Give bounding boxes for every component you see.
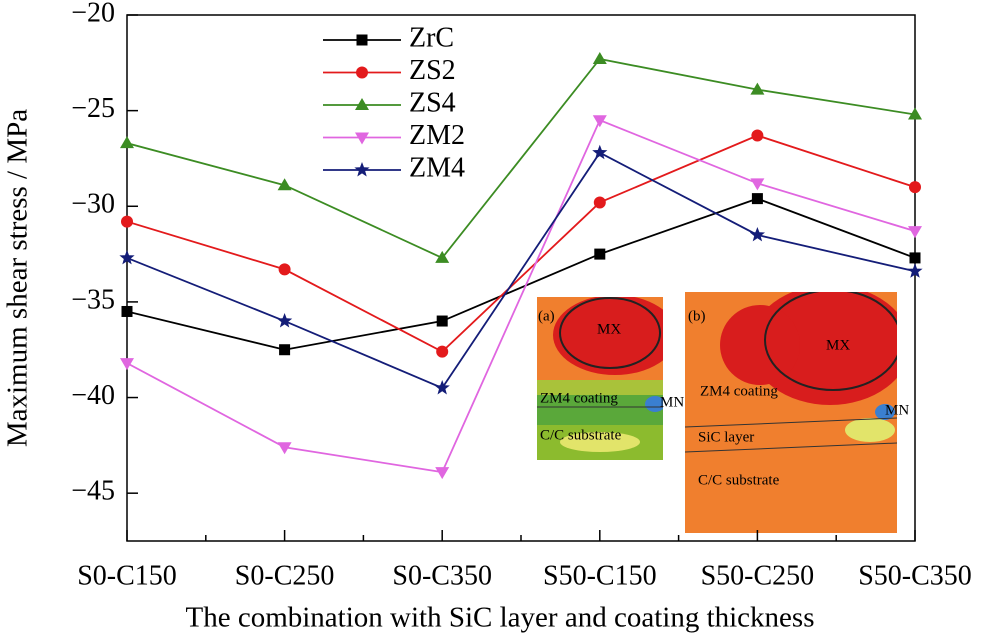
marker — [279, 344, 291, 356]
x-tick-label: S0-C350 — [392, 560, 492, 591]
series-line — [126, 151, 916, 390]
legend-label: ZS2 — [409, 55, 456, 86]
legend-marker — [356, 34, 368, 46]
inset-text: MN — [885, 402, 909, 418]
marker — [277, 442, 292, 455]
inset-label: (b) — [688, 308, 706, 324]
marker — [751, 129, 764, 142]
marker — [436, 315, 448, 327]
marker — [594, 248, 606, 260]
y-tick-label: −40 — [71, 380, 115, 411]
legend-marker — [354, 162, 370, 177]
series-line — [126, 197, 916, 351]
marker — [277, 178, 292, 191]
marker — [592, 144, 608, 160]
marker — [593, 196, 606, 209]
x-tick-label: S0-C250 — [235, 560, 335, 591]
x-tick-label: S50-C350 — [858, 560, 972, 591]
marker — [908, 226, 922, 239]
marker — [120, 358, 134, 371]
inset-text: C/C substrate — [698, 472, 780, 488]
marker — [592, 51, 607, 64]
inset-text: ZM4 coating — [700, 383, 778, 399]
legend-marker — [355, 132, 369, 145]
inset-text: ZM4 coating — [540, 390, 618, 406]
inset-text: SiC layer — [698, 429, 754, 445]
marker — [908, 107, 922, 120]
marker — [435, 467, 450, 480]
inset-label: (a) — [538, 308, 555, 324]
y-tick-label: −25 — [71, 93, 115, 124]
marker — [119, 249, 135, 265]
marker — [434, 380, 450, 395]
y-tick-label: −20 — [71, 0, 115, 28]
inset-text: MN — [660, 394, 684, 410]
marker — [278, 263, 291, 276]
x-axis-label: The combination with SiC layer and coati… — [185, 602, 814, 634]
inset-a — [537, 297, 663, 460]
marker — [121, 305, 133, 317]
x-tick-label: S0-C150 — [77, 560, 177, 591]
legend-marker — [356, 66, 368, 79]
legend-label: ZM2 — [409, 120, 465, 151]
marker — [749, 227, 765, 242]
marker — [120, 136, 134, 149]
marker — [909, 252, 921, 264]
y-axis-label: Maximum shear stress / MPa — [2, 109, 34, 447]
series-line — [126, 119, 916, 474]
marker — [751, 193, 763, 205]
marker — [909, 181, 921, 194]
marker — [750, 82, 765, 95]
marker — [277, 313, 293, 328]
series-line — [126, 134, 916, 353]
inset-text: MX — [597, 321, 621, 337]
inset-text: MX — [826, 337, 850, 353]
y-tick-label: −35 — [71, 284, 115, 315]
marker — [907, 263, 923, 278]
legend-label: ZrC — [409, 22, 454, 53]
legend-label: ZM4 — [409, 152, 465, 183]
legend-marker — [355, 98, 369, 110]
inset-b — [685, 292, 897, 533]
series-line — [126, 58, 916, 260]
y-tick-label: −45 — [71, 476, 115, 507]
legend-label: ZS4 — [409, 87, 456, 118]
x-tick-label: S50-C250 — [701, 560, 815, 591]
x-tick-label: S50-C150 — [543, 560, 657, 591]
marker — [436, 345, 449, 358]
marker — [592, 115, 607, 128]
inset-text: C/C substrate — [540, 427, 622, 443]
marker — [435, 250, 450, 263]
y-tick-label: −30 — [71, 189, 115, 220]
marker — [121, 215, 133, 228]
marker — [750, 178, 765, 191]
